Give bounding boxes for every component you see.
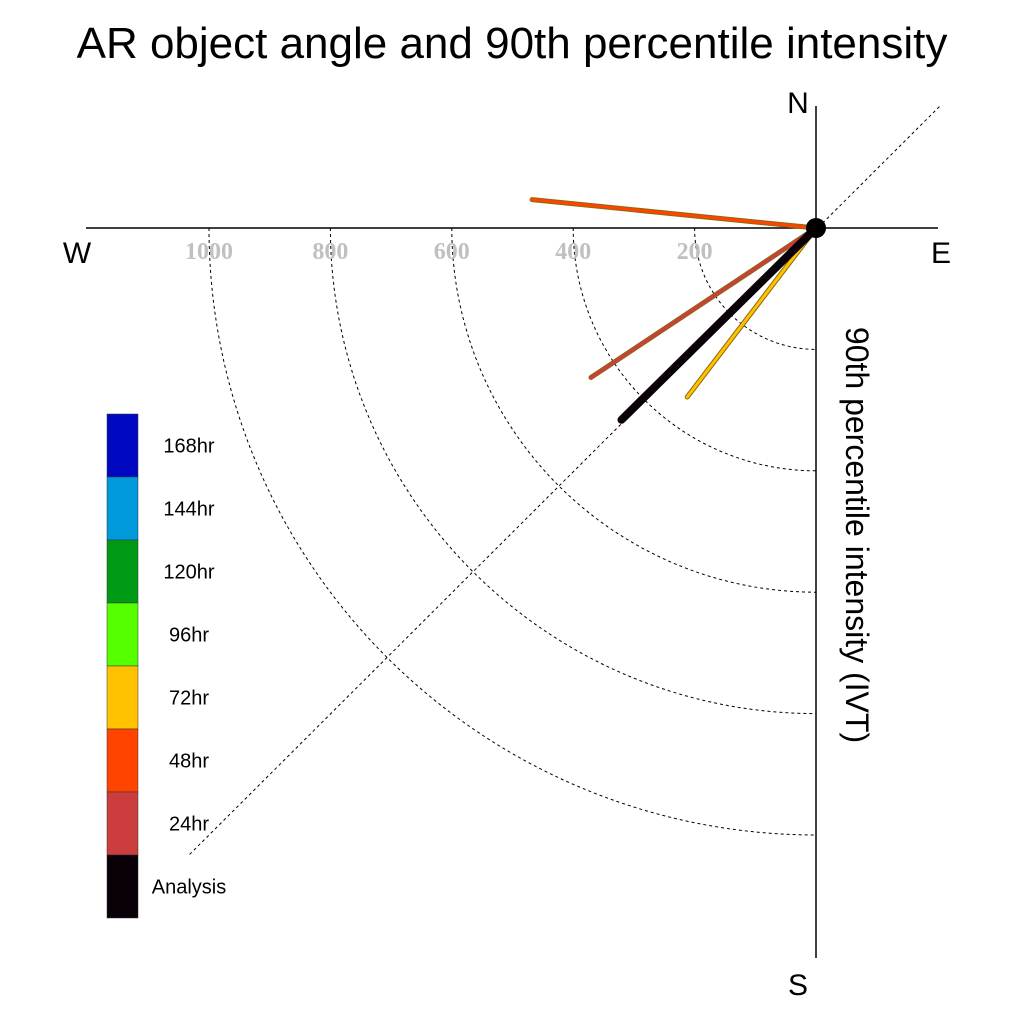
- legend-swatch: [106, 665, 139, 730]
- origin-marker: [806, 218, 826, 238]
- series-lines: [529, 197, 820, 424]
- compass-east: E: [931, 237, 951, 270]
- radial-ticks: 200 400 600 800 1000: [185, 239, 713, 265]
- legend-label: 72hr: [169, 688, 209, 710]
- grid-arc-1: [572, 227, 817, 472]
- legend-label: 96hr: [169, 625, 209, 647]
- legend-swatch: [106, 791, 139, 856]
- legend-label: 120hr: [163, 562, 214, 584]
- grid: [189, 105, 941, 855]
- legend-label: 144hr: [163, 499, 214, 521]
- series-line-24hr: [588, 225, 819, 380]
- legend-label: Analysis: [152, 877, 226, 899]
- radial-tick-label: 800: [312, 239, 348, 265]
- compass-north: N: [787, 87, 809, 120]
- series-line-analysis: [617, 224, 820, 424]
- chart-title: AR object angle and 90th percentile inte…: [77, 19, 948, 68]
- axis-label: 90th percentile intensity (IVT): [839, 327, 875, 743]
- radial-tick-label: 1000: [185, 239, 233, 265]
- radial-tick-label: 200: [677, 239, 713, 265]
- legend-label: 48hr: [169, 751, 209, 773]
- series-line-72hr: [684, 225, 819, 400]
- legend: 168hr 144hr 120hr 96hr 72hr 48hr 24hr Analysis: [106, 413, 226, 919]
- compass-south: S: [788, 969, 808, 1002]
- radial-tick-label: 600: [434, 239, 470, 265]
- compass-west: W: [63, 237, 92, 270]
- legend-swatch: [106, 539, 139, 604]
- legend-swatch: [106, 854, 139, 919]
- legend-label: 168hr: [163, 436, 214, 458]
- legend-swatch: [106, 728, 139, 793]
- legend-swatch: [106, 413, 139, 478]
- radial-tick-label: 400: [555, 239, 591, 265]
- legend-label: 24hr: [169, 814, 209, 836]
- grid-arc-3: [329, 227, 817, 715]
- grid-arc-2: [451, 227, 817, 593]
- legend-swatch: [106, 602, 139, 667]
- series-line-48hr: [529, 197, 819, 231]
- legend-swatch: [106, 476, 139, 541]
- grid-arc-0: [694, 227, 817, 350]
- grid-diagonal: [189, 105, 941, 855]
